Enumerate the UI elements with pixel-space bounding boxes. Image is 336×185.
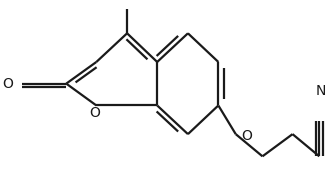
Text: N: N: [316, 84, 326, 98]
Text: O: O: [3, 77, 13, 91]
Text: O: O: [242, 129, 253, 143]
Text: O: O: [89, 106, 100, 120]
